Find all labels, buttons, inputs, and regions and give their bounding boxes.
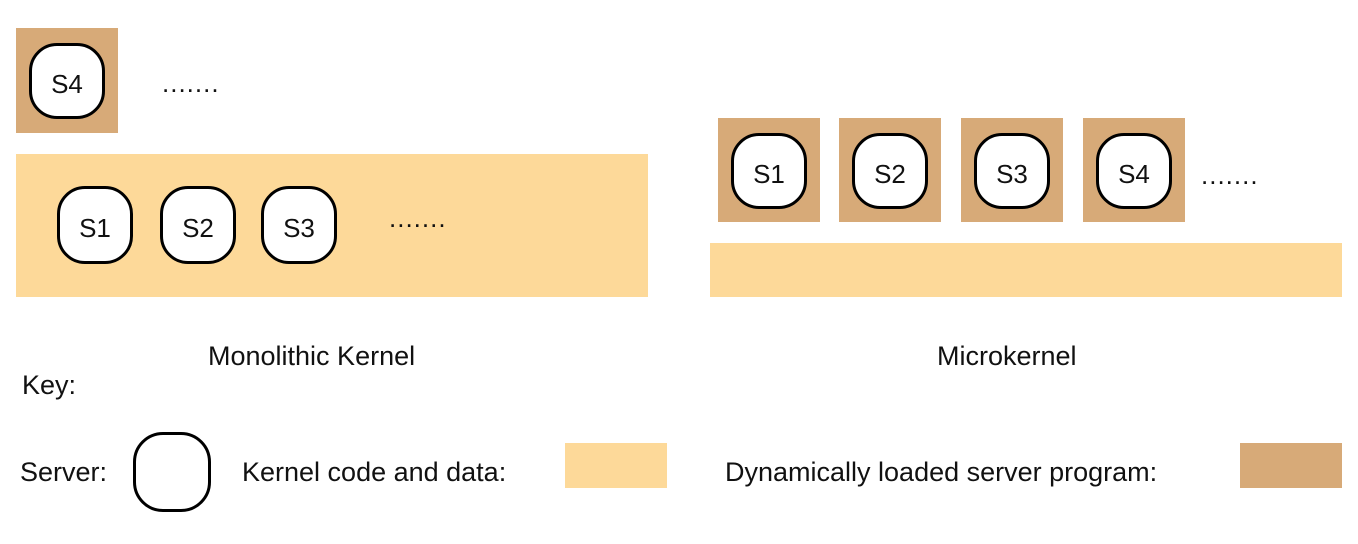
monolithic-kernel-ellipsis: ....... [389,203,447,233]
micro-server-s3: S3 [974,133,1050,209]
key-loaded-swatch [1240,443,1342,488]
server-label: S2 [874,158,906,189]
monolithic-caption: Monolithic Kernel [208,341,416,371]
server-label: S2 [182,212,214,243]
server-label: S1 [753,158,785,189]
monolithic-server-s1: S1 [57,186,133,264]
micro-server-s1: S1 [731,133,807,209]
key-kernel-swatch [565,443,667,488]
microkernel-caption: Microkernel [937,341,1077,371]
server-label: S3 [996,158,1028,189]
server-label: S4 [1118,158,1150,189]
monolithic-server-s4: S4 [29,43,105,119]
key-server-swatch [133,432,211,512]
monolithic-loaded-ellipsis: ....... [162,68,220,98]
monolithic-server-s2: S2 [160,186,236,264]
server-label: S4 [51,68,83,99]
server-label: S1 [79,212,111,243]
key-title: Key: [22,370,77,400]
server-label: S3 [283,212,315,243]
microkernel-block [710,243,1342,297]
micro-server-s4: S4 [1096,133,1172,209]
micro-server-s2: S2 [852,133,928,209]
key-kernel-label: Kernel code and data: [242,457,507,487]
key-loaded-label: Dynamically loaded server program: [725,457,1158,487]
monolithic-server-s3: S3 [261,186,337,264]
micro-ellipsis: ....... [1201,160,1259,190]
key-server-label: Server: [20,457,108,487]
